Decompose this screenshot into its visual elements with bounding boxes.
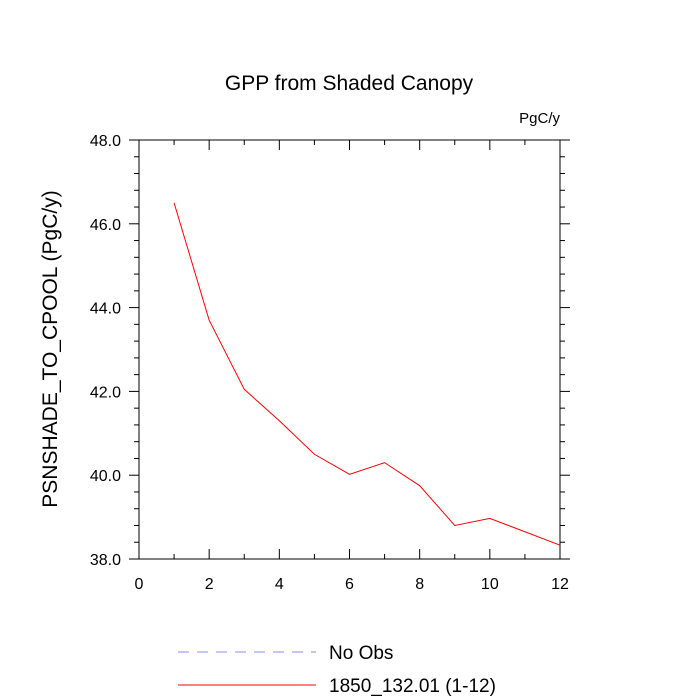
x-tick-label: 0 — [135, 576, 144, 593]
y-axis-ticks — [129, 139, 570, 560]
x-tick-label: 6 — [345, 576, 354, 593]
x-axis-tick-labels: 0 2 4 6 8 10 12 — [135, 576, 569, 593]
y-tick-label: 40.0 — [90, 468, 121, 485]
x-tick-label: 10 — [481, 576, 499, 593]
data-series — [173, 202, 561, 546]
series-line — [173, 202, 561, 546]
y-tick-label: 38.0 — [90, 552, 121, 569]
x-tick-label: 2 — [205, 576, 214, 593]
y-tick-label: 44.0 — [90, 301, 121, 318]
x-tick-label: 8 — [415, 576, 424, 593]
x-tick-label: 12 — [551, 576, 569, 593]
x-axis-ticks — [138, 140, 561, 559]
chart-title: GPP from Shaded Canopy — [225, 72, 474, 95]
y-tick-label: 48.0 — [90, 133, 121, 150]
plot-frame — [138, 139, 561, 560]
y-tick-label: 46.0 — [90, 217, 121, 234]
y-axis-tick-labels: 38.0 40.0 42.0 44.0 46.0 48.0 — [90, 133, 121, 569]
x-tick-label: 4 — [275, 576, 284, 593]
y-axis-label: PSNSHADE_TO_CPOOL (PgC/y) — [39, 190, 62, 507]
y-tick-label: 42.0 — [90, 384, 121, 401]
legend: No Obs 1850_132.01 (1-12) — [178, 643, 496, 697]
units-label: PgC/y — [519, 110, 560, 127]
legend-label: No Obs — [329, 643, 393, 664]
legend-label: 1850_132.01 (1-12) — [329, 676, 496, 697]
